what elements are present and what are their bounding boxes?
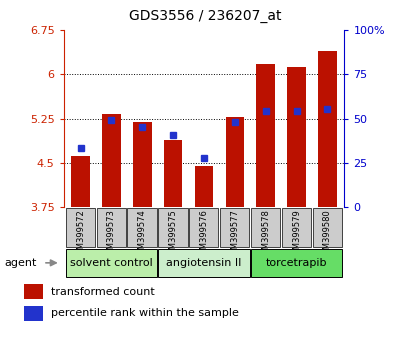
FancyBboxPatch shape bbox=[158, 208, 187, 247]
Text: GSM399574: GSM399574 bbox=[137, 210, 146, 260]
FancyBboxPatch shape bbox=[312, 208, 341, 247]
FancyBboxPatch shape bbox=[97, 208, 126, 247]
Bar bbox=[71, 156, 90, 207]
Bar bbox=[24, 306, 43, 320]
Text: GSM399576: GSM399576 bbox=[199, 210, 208, 261]
Text: percentile rank within the sample: percentile rank within the sample bbox=[51, 308, 238, 318]
Text: GSM399575: GSM399575 bbox=[168, 210, 177, 260]
Bar bbox=[287, 67, 305, 207]
Text: GSM399573: GSM399573 bbox=[107, 210, 116, 261]
FancyBboxPatch shape bbox=[127, 208, 156, 247]
Bar bbox=[317, 51, 336, 207]
Text: torcetrapib: torcetrapib bbox=[265, 258, 326, 268]
Text: GSM399579: GSM399579 bbox=[291, 210, 300, 260]
Text: agent: agent bbox=[4, 258, 36, 268]
FancyBboxPatch shape bbox=[250, 249, 342, 277]
Text: GDS3556 / 236207_at: GDS3556 / 236207_at bbox=[128, 9, 281, 23]
Bar bbox=[24, 284, 43, 299]
FancyBboxPatch shape bbox=[158, 249, 249, 277]
Bar bbox=[133, 121, 151, 207]
Text: GSM399578: GSM399578 bbox=[261, 210, 270, 261]
FancyBboxPatch shape bbox=[65, 208, 95, 247]
Text: GSM399572: GSM399572 bbox=[76, 210, 85, 260]
FancyBboxPatch shape bbox=[65, 249, 157, 277]
Text: solvent control: solvent control bbox=[70, 258, 153, 268]
Text: angiotensin II: angiotensin II bbox=[166, 258, 241, 268]
Text: GSM399580: GSM399580 bbox=[322, 210, 331, 260]
Bar bbox=[256, 64, 274, 207]
Text: GSM399577: GSM399577 bbox=[230, 210, 239, 261]
Bar bbox=[194, 166, 213, 207]
Bar bbox=[225, 118, 243, 207]
FancyBboxPatch shape bbox=[250, 208, 279, 247]
FancyBboxPatch shape bbox=[281, 208, 310, 247]
Bar bbox=[164, 141, 182, 207]
Bar bbox=[102, 114, 120, 207]
FancyBboxPatch shape bbox=[220, 208, 249, 247]
Text: transformed count: transformed count bbox=[51, 287, 154, 297]
FancyBboxPatch shape bbox=[189, 208, 218, 247]
